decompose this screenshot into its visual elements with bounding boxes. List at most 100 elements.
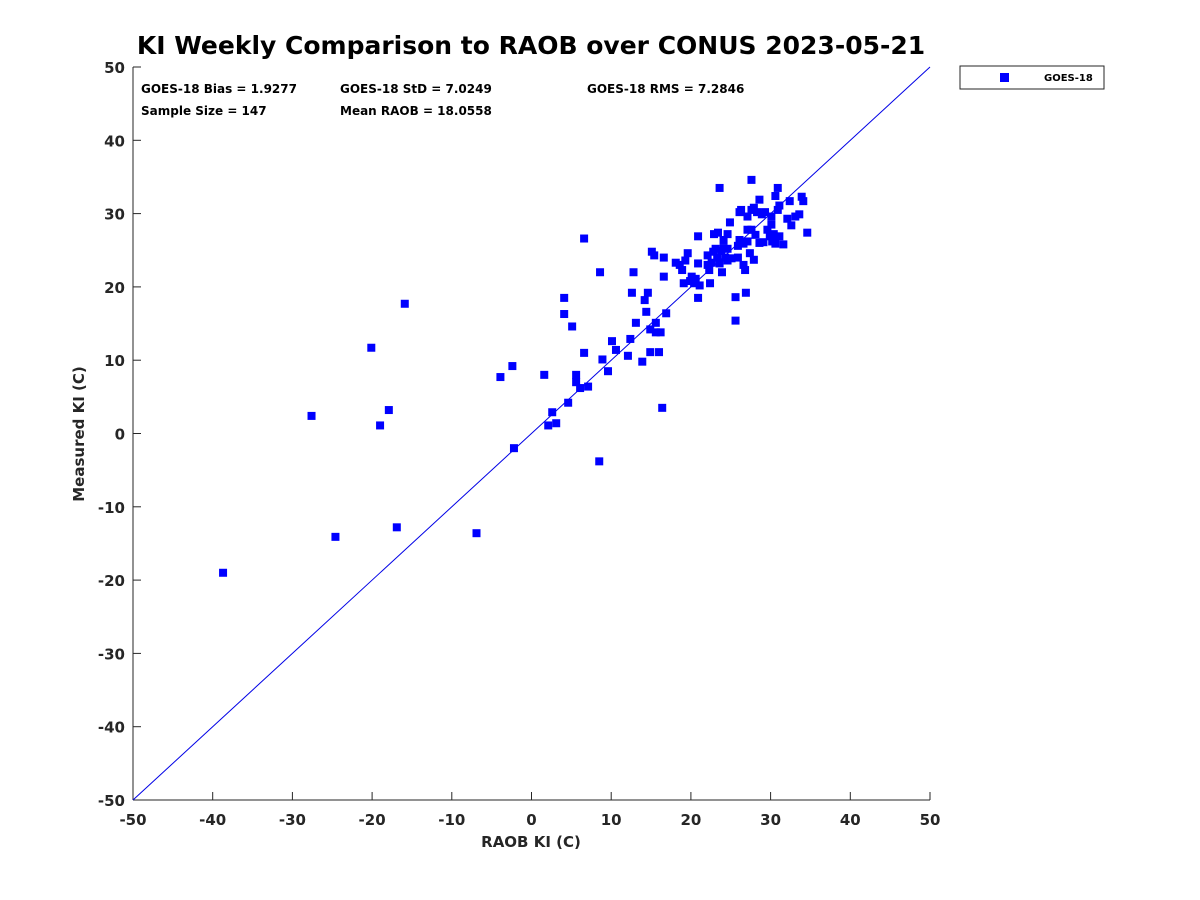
data-point — [773, 183, 782, 192]
data-point — [580, 234, 589, 243]
y-tick-label: 10 — [104, 352, 125, 370]
x-tick-label: -20 — [359, 811, 386, 829]
data-point — [607, 337, 616, 346]
data-point — [638, 357, 647, 366]
y-tick-label: -10 — [98, 499, 125, 517]
data-point — [650, 251, 659, 260]
data-point — [739, 260, 748, 269]
legend: GOES-18 — [959, 65, 1105, 90]
stats-box: GOES-18 Bias = 1.9277 GOES-18 StD = 7.02… — [141, 82, 744, 118]
x-tick-label: -30 — [279, 811, 306, 829]
data-point — [400, 299, 409, 308]
data-point — [679, 279, 688, 288]
data-point — [331, 532, 340, 541]
data-point — [799, 197, 808, 206]
data-point — [627, 288, 636, 297]
data-point — [658, 403, 667, 412]
data-point — [771, 192, 780, 201]
data-point — [755, 195, 764, 204]
y-tick-label: -50 — [98, 792, 125, 810]
data-point — [719, 235, 728, 244]
data-point — [695, 281, 704, 290]
data-point — [631, 318, 640, 327]
data-point — [694, 293, 703, 302]
data-point — [741, 288, 750, 297]
data-point — [662, 309, 671, 318]
data-point — [642, 307, 651, 316]
data-point — [219, 568, 228, 577]
one-to-one-line — [132, 66, 931, 801]
y-tick-label: -20 — [98, 572, 125, 590]
x-tick-label: 40 — [840, 811, 861, 829]
data-point — [598, 355, 607, 364]
data-point — [694, 259, 703, 268]
data-point — [715, 183, 724, 192]
x-tick-label: 30 — [760, 811, 781, 829]
data-point — [717, 268, 726, 277]
data-point — [775, 232, 784, 241]
data-point — [560, 293, 569, 302]
chart-title: KI Weekly Comparison to RAOB over CONUS … — [137, 31, 925, 60]
data-point — [681, 256, 690, 265]
x-axis-label: RAOB KI (C) — [481, 833, 581, 851]
x-ticks: -50 -40 -30 -20 -10 0 10 20 30 40 50 — [119, 792, 940, 829]
data-point — [596, 268, 605, 277]
data-point — [560, 310, 569, 319]
data-point — [572, 378, 581, 387]
data-point — [683, 249, 692, 258]
legend-label: GOES-18 — [1044, 73, 1093, 84]
data-point — [775, 201, 784, 210]
data-point — [508, 362, 517, 371]
y-tick-label: 20 — [104, 279, 125, 297]
scatter-points — [219, 175, 812, 577]
stat-std: GOES-18 StD = 7.0249 — [340, 82, 492, 96]
data-point — [723, 244, 732, 253]
data-point — [675, 260, 684, 269]
data-point — [773, 205, 782, 214]
data-point — [749, 203, 758, 212]
data-point — [747, 175, 756, 184]
data-point — [733, 253, 742, 262]
data-point — [568, 322, 577, 331]
data-point — [727, 254, 736, 263]
data-point — [643, 288, 652, 297]
data-point — [779, 240, 788, 249]
data-point — [705, 266, 714, 275]
data-point — [595, 457, 604, 466]
data-point — [761, 208, 770, 217]
data-point — [564, 398, 573, 407]
data-point — [544, 421, 553, 430]
data-point — [747, 225, 756, 234]
data-point — [723, 230, 732, 239]
data-point — [384, 406, 393, 415]
data-point — [753, 208, 762, 217]
data-point — [769, 230, 778, 239]
data-point — [496, 373, 505, 382]
data-point — [651, 318, 660, 327]
data-point — [694, 232, 703, 241]
x-tick-label: -40 — [199, 811, 226, 829]
data-point — [376, 421, 385, 430]
data-point — [472, 529, 481, 538]
data-point — [797, 192, 806, 201]
data-point — [604, 367, 613, 376]
data-point — [759, 238, 768, 247]
y-tick-label: 0 — [115, 426, 125, 444]
data-point — [646, 348, 655, 357]
data-point — [787, 221, 796, 230]
plot-area: -50 -40 -30 -20 -10 0 10 20 30 40 50 -50-40-30-20-… — [98, 59, 941, 829]
data-point — [715, 259, 724, 268]
data-point — [659, 272, 668, 281]
data-point — [737, 205, 746, 214]
data-point — [678, 266, 687, 275]
data-point — [733, 241, 742, 250]
data-point — [771, 239, 780, 248]
data-point — [725, 218, 734, 227]
data-point — [629, 268, 638, 277]
data-point — [785, 197, 794, 206]
stat-rms: GOES-18 RMS = 7.2846 — [587, 82, 744, 96]
data-point — [745, 249, 754, 258]
data-point — [576, 384, 585, 393]
x-tick-label: 50 — [920, 811, 941, 829]
data-point — [611, 345, 620, 354]
